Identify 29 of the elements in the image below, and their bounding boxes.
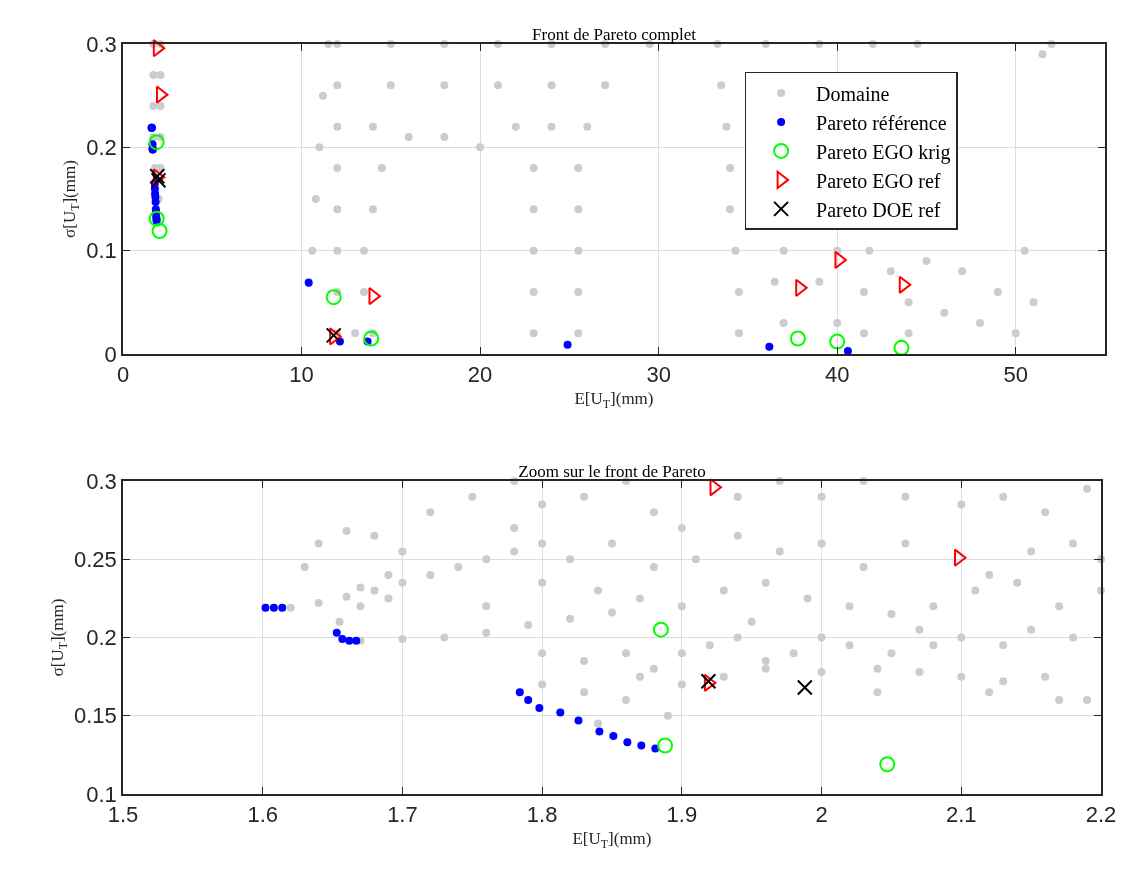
y-tick-label: 0.3 (86, 468, 117, 494)
x-tick-label: 1.7 (387, 802, 418, 828)
legend-label: Pareto DOE ref (816, 198, 941, 221)
legend-label: Pareto référence (816, 111, 947, 134)
chart-title: Zoom sur le front de Pareto (518, 462, 706, 481)
y-tick-label: 0.2 (86, 135, 117, 161)
legend-label: Pareto EGO krig (816, 140, 951, 164)
x-tick-label: 40 (824, 362, 850, 388)
legend-label: Pareto EGO ref (816, 169, 941, 192)
x-axis-title: E[U$_{T}$](mm) (574, 389, 654, 411)
legend-label: Domaine (816, 82, 890, 105)
x-tick-label: 1.8 (526, 802, 558, 828)
x-tick-label: 2.1 (945, 802, 977, 828)
x-axis-title: E[U$_{T}$](mm) (572, 829, 652, 851)
y-tick-label: 0.3 (86, 31, 117, 57)
x-tick-label: 2 (815, 802, 828, 828)
x-tick-label: 1.6 (247, 802, 279, 828)
x-tick-label: 20 (467, 362, 493, 388)
x-tick-label: 30 (646, 362, 671, 388)
x-tick-label: 1.9 (666, 802, 698, 828)
y-tick-label: 0.15 (74, 703, 117, 729)
y-tick-label: 0.1 (86, 238, 117, 264)
y-tick-label: 0 (104, 341, 117, 367)
y-tick-label: 0.25 (74, 546, 117, 572)
y-tick-label: 0.2 (86, 625, 117, 651)
chart-title: Front de Pareto complet (532, 25, 697, 44)
x-tick-label: 2.2 (1085, 802, 1117, 828)
x-tick-label: 50 (1003, 362, 1028, 388)
x-tick-label: 10 (289, 362, 314, 388)
